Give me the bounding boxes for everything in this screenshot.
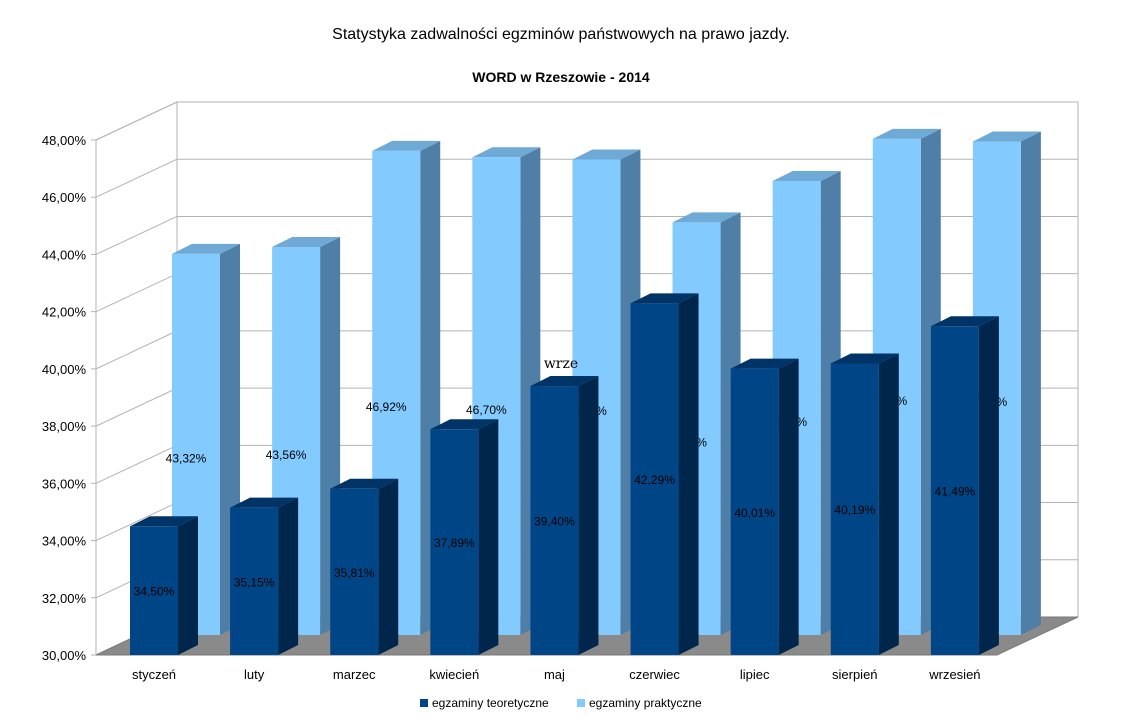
x-category-label: sierpień [832, 667, 878, 682]
bar-side [778, 358, 799, 655]
bar [230, 497, 299, 655]
legend-swatch [577, 699, 585, 707]
bar-top [630, 293, 699, 304]
bar [730, 358, 799, 655]
data-label-praktyczne: 46,70% [466, 403, 507, 417]
chart-title: Statystyka zadwalności egzminów państwow… [332, 26, 790, 43]
bar [630, 293, 699, 655]
x-category-label: luty [244, 667, 265, 682]
x-category-label: czerwiec [629, 667, 680, 682]
bar [430, 419, 499, 655]
y-tick-label: 42,00% [42, 305, 87, 320]
y-tick-label: 46,00% [42, 190, 87, 205]
bar-top [330, 478, 399, 489]
bar-side [178, 516, 198, 655]
chart-subtitle: WORD w Rzeszowie - 2014 [472, 69, 650, 85]
bar-top [772, 170, 841, 181]
bar [830, 353, 899, 655]
bar-side [278, 497, 299, 655]
bar-front [830, 363, 879, 655]
bar-side [678, 293, 699, 655]
x-category-label: styczeń [132, 667, 176, 682]
gridline-left [95, 444, 178, 484]
bar-front [430, 429, 479, 655]
annotation: wrze [544, 356, 578, 372]
bar-top [972, 131, 1041, 142]
data-label-teoretyczne: 37,89% [434, 536, 475, 550]
bar-top [830, 353, 899, 364]
y-tick-label: 38,00% [42, 419, 87, 434]
x-category-label: marzec [333, 667, 376, 682]
data-label-praktyczne: 43,56% [266, 448, 307, 462]
data-label-teoretyczne: 39,40% [534, 515, 575, 529]
series-teoretyczne: 34,50% 35,15% 35,81% 37,89% 39,40% 42,29% 40,0… [130, 293, 999, 655]
y-tick-label: 40,00% [42, 362, 87, 377]
x-category-label: lipiec [740, 667, 770, 682]
bar-top [672, 212, 741, 223]
gridline-left [95, 502, 178, 542]
bar-top [372, 140, 441, 151]
bar-top [572, 149, 641, 160]
y-tick-label: 48,00% [42, 133, 87, 148]
bar-side [578, 376, 599, 655]
data-label-teoretyczne: 40,01% [734, 506, 775, 520]
bar-top [930, 316, 999, 327]
bar [530, 376, 599, 655]
bar-top [272, 237, 341, 248]
bar-top [230, 497, 299, 508]
bar [330, 478, 399, 655]
data-label-teoretyczne: 34,50% [134, 585, 175, 599]
bar-front [730, 368, 779, 655]
bar-front [130, 526, 178, 655]
gridline-left [95, 273, 178, 313]
data-label-teoretyczne: 35,81% [334, 566, 375, 580]
bar-side [978, 316, 999, 655]
x-category-label: wrzesień [928, 667, 980, 682]
bar-front [230, 507, 279, 655]
legend-entry: egzaminy praktyczne [589, 696, 702, 710]
y-tick-label: 44,00% [42, 247, 87, 262]
bar-side [878, 353, 899, 655]
y-tick-label: 30,00% [42, 648, 87, 663]
y-tick-label: 34,00% [42, 534, 87, 549]
bar-front [930, 326, 979, 655]
bar-front [630, 303, 679, 655]
bar-top [530, 376, 599, 387]
x-category-label: maj [544, 667, 565, 682]
bar-top [872, 128, 941, 139]
bar-top [430, 419, 499, 430]
y-axis: 30,00% 32,00% 34,00% 36,00% 38,00% 40,00% 42,0… [42, 133, 97, 663]
data-label-teoretyczne: 42,29% [634, 473, 675, 487]
legend-entry: egzaminy teoretyczne [432, 696, 549, 710]
bar-side [478, 419, 499, 655]
bar-front [330, 488, 379, 655]
bar-top [472, 147, 541, 158]
gridline-left [95, 387, 178, 427]
bar [130, 516, 198, 655]
bar-front [530, 386, 579, 655]
y-tick-label: 32,00% [42, 591, 87, 606]
data-label-teoretyczne: 41,49% [935, 485, 976, 499]
y-tick-label: 36,00% [42, 476, 87, 491]
gridline-left [95, 158, 178, 198]
data-label-teoretyczne: 35,15% [234, 575, 275, 589]
x-category-label: kwiecień [429, 667, 479, 682]
bar-top [130, 516, 198, 527]
data-label-praktyczne: 43,32% [166, 451, 207, 465]
legend: egzaminy teoretyczne egzaminy praktyczne [420, 696, 702, 710]
bar-top [172, 243, 240, 254]
data-label-teoretyczne: 40,19% [834, 503, 875, 517]
gridline-left [95, 330, 178, 370]
gridline-left [95, 101, 178, 141]
gridline-left [95, 215, 178, 255]
bar-side [1020, 131, 1041, 636]
legend-swatch [420, 699, 428, 707]
bar-side [378, 478, 399, 655]
bar [930, 316, 999, 655]
bar-top [730, 358, 799, 369]
x-axis: styczeń luty marzec kwiecień maj czerwiec lipi… [132, 667, 981, 682]
data-label-praktyczne: 46,92% [366, 400, 407, 414]
